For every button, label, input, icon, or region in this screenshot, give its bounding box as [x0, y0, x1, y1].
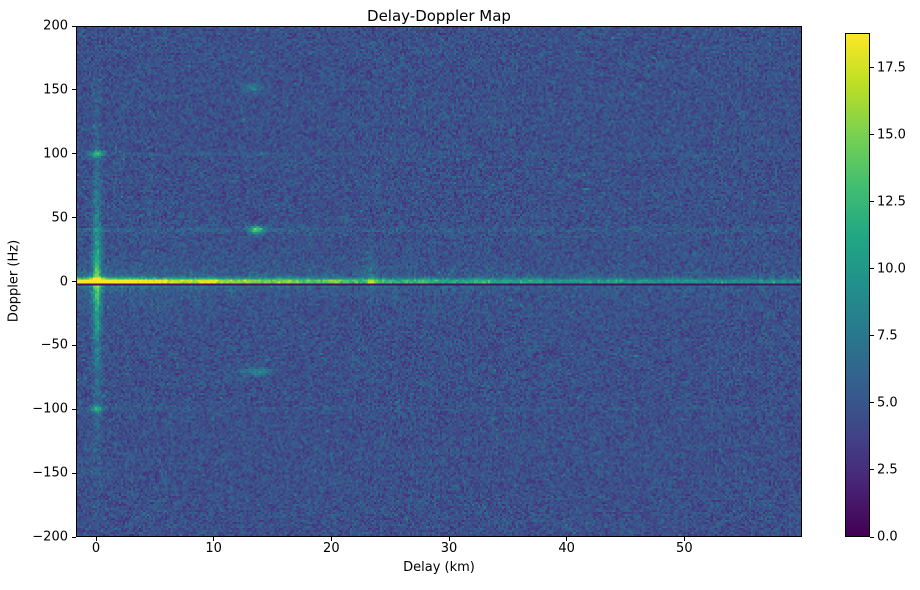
colorbar-tick	[870, 536, 874, 538]
y-axis-tick-label: 0	[59, 274, 68, 289]
x-axis-tick-label: 0	[91, 541, 101, 556]
y-axis-tick	[72, 153, 76, 155]
chart-title: Delay-Doppler Map	[367, 7, 511, 25]
colorbar-tick	[870, 67, 874, 69]
y-axis-tick-label: 50	[51, 210, 68, 226]
colorbar-tick	[870, 335, 874, 337]
colorbar-tick-label: 15.0	[877, 127, 906, 143]
y-axis-tick	[72, 89, 76, 91]
x-axis-tick	[95, 537, 97, 541]
y-axis-tick	[72, 472, 76, 474]
colorbar	[845, 33, 870, 537]
y-axis-tick-label: 200	[43, 18, 68, 34]
x-axis-label: Delay (km)	[403, 560, 475, 575]
heatmap-canvas	[77, 27, 801, 536]
y-axis-tick	[72, 344, 76, 346]
x-axis-tick-label: 30	[440, 541, 458, 556]
x-axis-tick-label: 20	[323, 541, 340, 556]
y-axis-tick	[72, 281, 76, 282]
y-axis-tick-label: −50	[40, 337, 68, 353]
x-axis-tick-label: 10	[205, 541, 222, 556]
x-axis-tick	[213, 537, 215, 541]
x-axis-tick-label: 50	[676, 541, 693, 556]
x-axis-tick	[683, 537, 685, 541]
y-axis-tick	[72, 25, 76, 27]
y-axis-tick-label: 100	[43, 146, 68, 162]
colorbar-tick	[870, 268, 874, 270]
y-axis-tick-label: 150	[43, 82, 68, 98]
y-axis-tick-label: −200	[32, 529, 68, 545]
colorbar-tick-label: 12.5	[877, 194, 906, 210]
colorbar-tick	[870, 201, 874, 203]
plot-area	[76, 26, 802, 537]
colorbar-tick-label: 5.0	[877, 395, 898, 411]
colorbar-tick-label: 10.0	[877, 261, 906, 277]
colorbar-tick	[870, 402, 874, 404]
colorbar-tick-label: 17.5	[877, 60, 906, 76]
colorbar-tick	[870, 469, 874, 471]
y-axis-tick-label: −150	[32, 465, 68, 481]
y-axis-tick-label: −100	[32, 401, 68, 417]
y-axis-tick	[72, 536, 76, 538]
x-axis-tick	[448, 537, 450, 541]
colorbar-tick-label: 7.5	[877, 328, 898, 344]
x-axis-tick	[566, 537, 568, 541]
y-axis-tick	[72, 408, 76, 410]
colorbar-tick-label: 0.0	[877, 529, 898, 545]
x-axis-tick	[330, 537, 332, 541]
x-axis-tick-label: 40	[558, 541, 575, 556]
colorbar-tick	[870, 134, 874, 136]
colorbar-canvas	[846, 34, 869, 536]
colorbar-tick-label: 2.5	[877, 462, 898, 478]
y-axis-tick	[72, 217, 76, 219]
